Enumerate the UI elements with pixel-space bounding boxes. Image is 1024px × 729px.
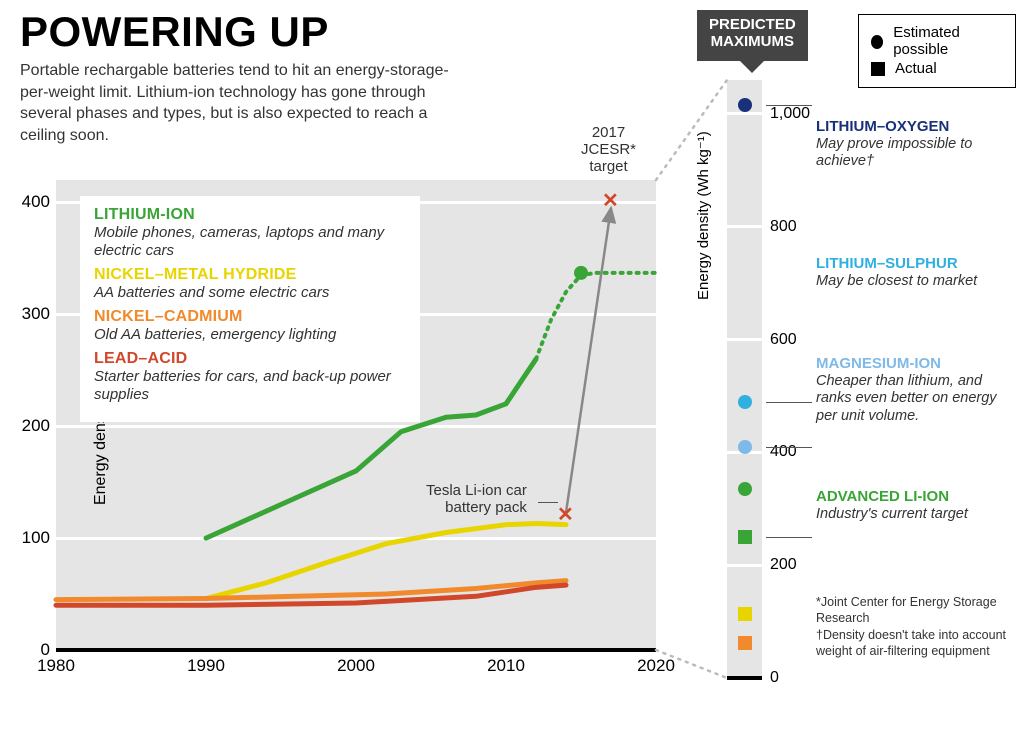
actual-label: Actual <box>895 60 937 77</box>
pred-gridline <box>727 338 762 341</box>
x-tick: 2010 <box>487 656 525 676</box>
estimated-marker-icon <box>871 35 883 49</box>
legend-desc: Starter batteries for cars, and back-up … <box>94 368 406 404</box>
legend-desc: AA batteries and some electric cars <box>94 284 406 302</box>
legend-name: NICKEL–METAL HYDRIDE <box>94 266 406 284</box>
pred-marker <box>738 395 752 409</box>
predicted-header: PREDICTEDMAXIMUMS <box>697 10 808 61</box>
pred-gridline <box>727 564 762 567</box>
title: POWERING UP <box>20 8 329 56</box>
pred-gridline <box>727 225 762 228</box>
y-tick: 100 <box>16 528 50 548</box>
x-tick: 1980 <box>37 656 75 676</box>
y-tick: 400 <box>16 192 50 212</box>
pred-marker <box>738 530 752 544</box>
pred-marker <box>738 482 752 496</box>
pred-y-tick: 200 <box>770 556 797 574</box>
pred-y-tick: 800 <box>770 218 797 236</box>
legend-name: LITHIUM-ION <box>94 206 406 224</box>
pred-label-title: MAGNESIUM-ION <box>816 355 1016 373</box>
pred-label-desc: May be closest to market <box>816 273 1016 290</box>
pred-y-tick: 600 <box>770 331 797 349</box>
x-axis-line <box>56 648 656 652</box>
pred-label: LITHIUM–SULPHURMay be closest to market <box>816 255 1016 290</box>
pred-baseline <box>727 676 762 680</box>
tesla-x-icon: ✕ <box>557 502 574 527</box>
predicted-chart <box>727 80 762 678</box>
jcesr-x-icon: ✕ <box>602 188 619 213</box>
pred-marker <box>738 98 752 112</box>
series-max-marker <box>574 266 588 280</box>
predicted-y-axis-label: Energy density (Wh kg⁻¹) <box>694 131 712 300</box>
jcesr-annotation: 2017JCESR*target <box>581 124 636 175</box>
y-tick: 300 <box>16 304 50 324</box>
pred-label: ADVANCED LI-IONIndustry's current target <box>816 488 1016 523</box>
series-legend: LITHIUM-IONMobile phones, cameras, lapto… <box>80 196 420 422</box>
x-tick: 2000 <box>337 656 375 676</box>
tesla-annotation: Tesla Li-ion carbattery pack <box>426 482 527 516</box>
legend-entry: NICKEL–METAL HYDRIDEAA batteries and som… <box>94 266 406 302</box>
pred-label-desc: Cheaper than lithium, and ranks even bet… <box>816 373 1016 425</box>
x-tick: 1990 <box>187 656 225 676</box>
pred-label-desc: Industry's current target <box>816 506 1016 523</box>
pred-label-title: LITHIUM–SULPHUR <box>816 255 1016 273</box>
legend-entry: LITHIUM-IONMobile phones, cameras, lapto… <box>94 206 406 260</box>
pred-label-title: ADVANCED LI-ION <box>816 488 1016 506</box>
legend-entry: NICKEL–CADMIUMOld AA batteries, emergenc… <box>94 308 406 344</box>
projection-line <box>656 80 727 180</box>
pred-label-desc: May prove impossible to achieve† <box>816 136 1016 171</box>
pred-label-title: LITHIUM–OXYGEN <box>816 118 1016 136</box>
estimated-label: Estimated possible <box>893 25 1003 58</box>
legend-desc: Old AA batteries, emergency lighting <box>94 326 406 344</box>
legend-desc: Mobile phones, cameras, laptops and many… <box>94 224 406 260</box>
pred-label: LITHIUM–OXYGENMay prove impossible to ac… <box>816 118 1016 171</box>
pred-leader <box>766 402 812 403</box>
y-tick: 200 <box>16 416 50 436</box>
footnote: *Joint Center for Energy Storage Researc… <box>816 594 1021 659</box>
subtitle: Portable rechargable batteries tend to h… <box>20 60 460 146</box>
pred-y-tick: 1,000 <box>770 105 810 123</box>
legend-name: NICKEL–CADMIUM <box>94 308 406 326</box>
pred-marker <box>738 440 752 454</box>
marker-legend: Estimated possible Actual <box>858 14 1016 88</box>
pred-y-tick: 0 <box>770 669 779 687</box>
pred-marker <box>738 607 752 621</box>
pred-marker <box>738 636 752 650</box>
actual-marker-icon <box>871 62 885 76</box>
pred-leader <box>766 105 812 106</box>
target-arrow <box>566 208 611 512</box>
pred-gridline <box>727 112 762 115</box>
pred-label: MAGNESIUM-IONCheaper than lithium, and r… <box>816 355 1016 425</box>
pred-leader <box>766 447 812 448</box>
tesla-leader <box>538 502 558 503</box>
pred-leader <box>766 537 812 538</box>
x-tick: 2020 <box>637 656 675 676</box>
legend-entry: LEAD–ACIDStarter batteries for cars, and… <box>94 350 406 404</box>
legend-name: LEAD–ACID <box>94 350 406 368</box>
